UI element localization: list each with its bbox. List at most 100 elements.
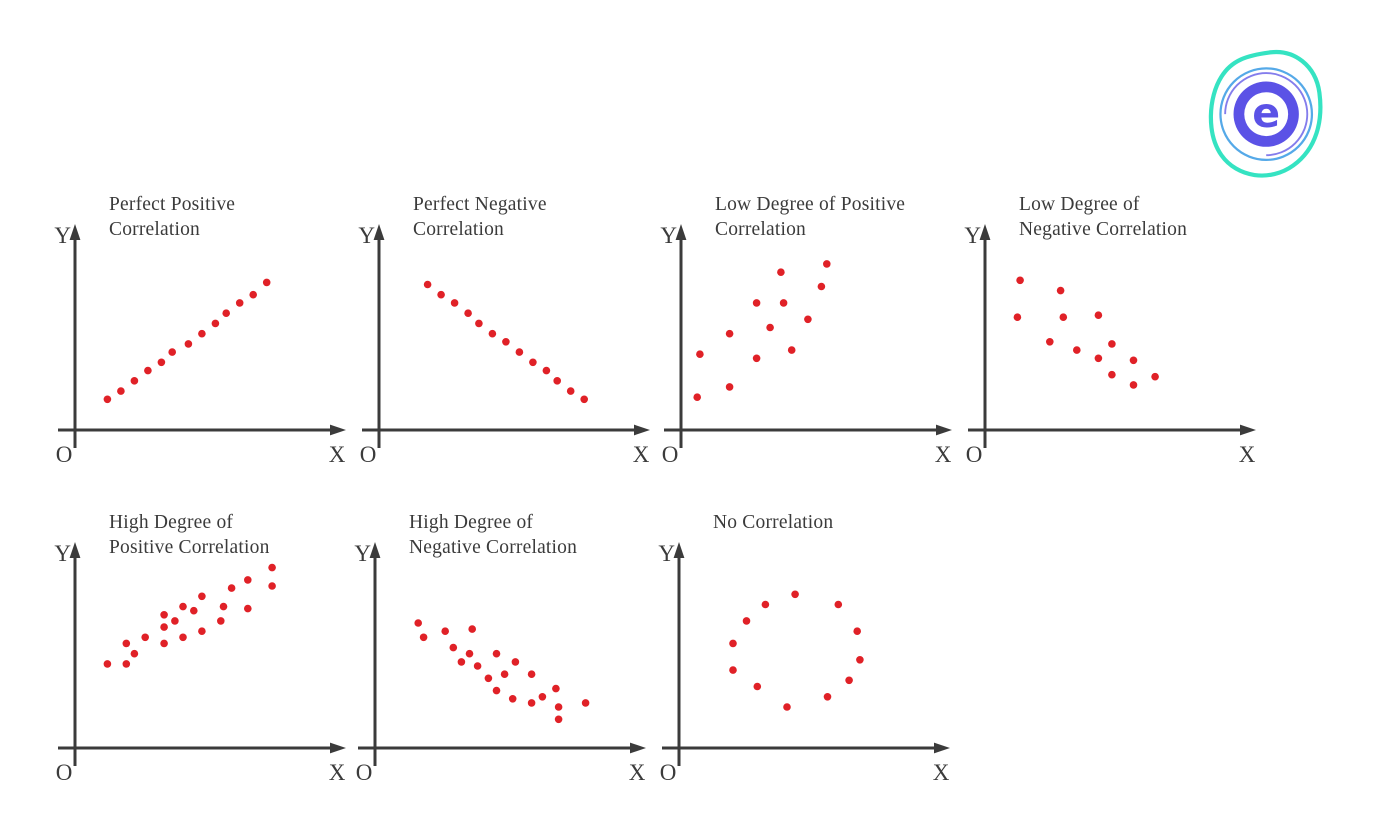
origin-label: O xyxy=(56,760,73,785)
x-axis-label: X xyxy=(933,760,950,785)
data-point xyxy=(693,393,701,401)
y-axis-label: Y xyxy=(358,223,375,248)
data-point xyxy=(473,662,482,670)
data-point xyxy=(217,617,225,625)
data-point xyxy=(554,703,563,711)
data-point xyxy=(1013,313,1022,321)
plot-title: Perfect Negative Correlation xyxy=(413,192,547,242)
data-point xyxy=(168,348,176,356)
data-point xyxy=(198,329,206,338)
origin-label: O xyxy=(662,442,679,467)
data-point xyxy=(198,592,206,601)
data-point xyxy=(492,686,501,695)
x-axis-label: X xyxy=(329,760,346,785)
data-point xyxy=(441,627,449,635)
data-point xyxy=(160,639,168,648)
origin-label: O xyxy=(56,442,73,467)
data-point xyxy=(1056,286,1065,295)
data-point xyxy=(103,395,112,404)
plot-title-line: Low Degree of xyxy=(1019,194,1140,215)
plot-title: Perfect Positive Correlation xyxy=(109,192,235,242)
y-axis-label: Y xyxy=(354,541,371,566)
data-point xyxy=(235,299,244,307)
data-point xyxy=(527,670,536,678)
data-point xyxy=(581,699,590,707)
data-point xyxy=(249,290,257,299)
plot-title: High Degree of Positive Correlation xyxy=(109,510,270,560)
embibe-logo-icon: e xyxy=(1208,49,1323,178)
data-point xyxy=(423,280,432,289)
data-point xyxy=(103,660,112,668)
data-point xyxy=(791,590,799,599)
y-axis-arrow xyxy=(373,224,385,240)
plot-canvas: Y O X xyxy=(660,223,952,467)
data-point xyxy=(1151,372,1159,381)
data-point xyxy=(527,699,536,707)
plot-title-line: No Correlation xyxy=(713,512,834,533)
data-point xyxy=(1016,276,1024,285)
plot-canvas: Y O X xyxy=(354,541,646,785)
data-point xyxy=(553,377,561,385)
plot-canvas: Y O X xyxy=(358,223,650,467)
data-point xyxy=(834,600,843,609)
data-point xyxy=(457,658,466,666)
data-point xyxy=(845,676,853,685)
data-point xyxy=(465,649,474,658)
data-point xyxy=(696,350,704,358)
plot-canvas: Y O X xyxy=(658,541,950,785)
data-point xyxy=(752,299,761,307)
plot-title-line: Correlation xyxy=(413,219,505,240)
data-point xyxy=(1073,346,1081,354)
y-axis-label: Y xyxy=(660,223,677,248)
x-axis-label: X xyxy=(633,442,650,467)
data-point xyxy=(198,627,206,635)
data-point xyxy=(130,649,139,658)
data-point xyxy=(468,625,476,633)
data-point xyxy=(484,674,493,683)
data-point xyxy=(144,366,152,375)
plot-title-line: Perfect Positive xyxy=(109,194,236,215)
data-point xyxy=(130,377,139,385)
x-axis-arrow xyxy=(936,424,952,436)
data-point xyxy=(449,643,458,652)
data-point xyxy=(227,584,236,592)
x-axis-label: X xyxy=(629,760,646,785)
scatter-plot: Perfect Positive Correlation Y O X xyxy=(54,190,355,482)
plot-title-line: Negative Correlation xyxy=(1019,219,1188,240)
y-axis-arrow xyxy=(675,224,687,240)
data-point xyxy=(219,602,228,611)
data-point xyxy=(753,682,762,691)
data-point xyxy=(190,606,198,615)
x-axis-arrow xyxy=(634,424,650,436)
y-axis-arrow xyxy=(69,224,81,240)
x-axis-label: X xyxy=(1239,442,1256,467)
data-point xyxy=(160,623,168,631)
data-point xyxy=(1046,338,1054,346)
data-point xyxy=(783,703,791,711)
data-point xyxy=(502,338,510,346)
data-point xyxy=(552,684,560,693)
plot-canvas: Y O X xyxy=(964,223,1256,467)
y-axis-arrow xyxy=(673,542,685,558)
data-point xyxy=(1094,311,1103,319)
data-point xyxy=(268,582,276,590)
plot-title-line: High Degree of xyxy=(409,512,534,533)
data-point xyxy=(529,358,537,367)
data-point xyxy=(554,715,563,724)
data-point xyxy=(817,282,826,291)
plot-title-line: High Degree of xyxy=(109,512,234,533)
data-point xyxy=(179,633,187,642)
data-point xyxy=(262,278,271,287)
data-point xyxy=(729,639,737,648)
plot-title-line: Negative Correlation xyxy=(409,537,578,558)
data-point xyxy=(160,611,168,619)
plot-title: No Correlation xyxy=(713,510,833,535)
data-point xyxy=(268,563,276,572)
plot-title-line: Perfect Negative xyxy=(413,194,547,215)
plot-title-line: Low Degree of Positive xyxy=(715,194,906,215)
y-axis-arrow xyxy=(369,542,381,558)
data-point xyxy=(122,660,131,668)
data-point xyxy=(419,633,428,642)
data-point xyxy=(488,329,497,338)
